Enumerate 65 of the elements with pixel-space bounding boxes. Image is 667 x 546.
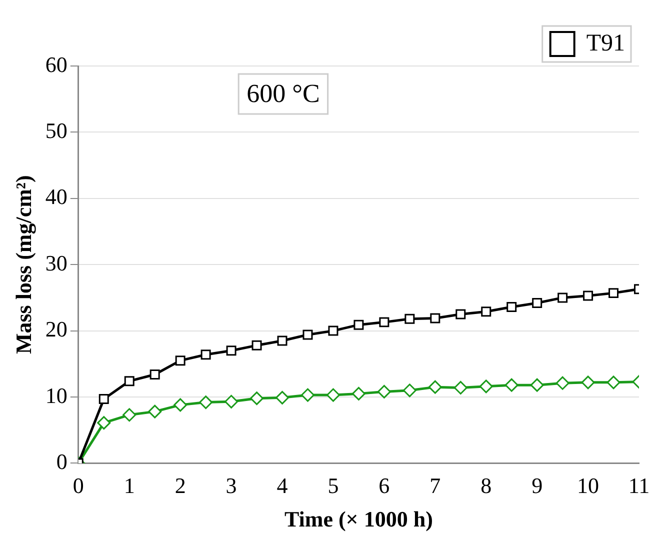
point — [504, 378, 518, 392]
y-tick-label: 10 — [45, 382, 68, 408]
point — [148, 404, 162, 418]
point — [404, 314, 415, 324]
point — [556, 376, 570, 390]
x-tick-label: 1 — [124, 473, 135, 498]
point — [454, 380, 468, 394]
point — [277, 336, 288, 346]
point — [124, 376, 134, 386]
point — [583, 290, 594, 301]
point — [200, 350, 211, 360]
point — [300, 388, 314, 402]
x-tick-label: 3 — [226, 473, 237, 498]
x-tick-label: 10 — [577, 473, 600, 498]
point — [481, 306, 492, 317]
x-axis-title: Time (× 1000 h) — [284, 506, 433, 532]
point — [608, 288, 619, 298]
point — [174, 398, 188, 412]
y-tick-label: 20 — [45, 316, 68, 342]
point — [428, 380, 442, 394]
point — [581, 376, 595, 390]
point — [402, 384, 416, 398]
x-tick-label: 4 — [276, 473, 288, 498]
point — [122, 408, 136, 422]
legend-label: T91 — [586, 30, 626, 56]
point — [530, 378, 544, 392]
y-axis-title: Mass loss (mg/cm²) — [10, 175, 36, 354]
point — [532, 298, 542, 308]
x-tick-label: 6 — [378, 473, 390, 498]
point — [352, 386, 366, 400]
point — [377, 384, 391, 398]
x-tick-label: 7 — [430, 473, 441, 498]
point — [506, 302, 517, 312]
point — [354, 320, 364, 330]
x-tick-label: 2 — [174, 473, 186, 498]
point — [456, 309, 466, 320]
y-tick-label: 50 — [45, 118, 68, 143]
point — [302, 330, 313, 340]
y-tick-label: 40 — [45, 184, 68, 210]
point — [224, 394, 238, 408]
annotation: 600 °C — [246, 78, 320, 108]
point — [326, 388, 340, 402]
y-tick-label: 30 — [45, 250, 68, 276]
x-tick-label: 11 — [628, 473, 650, 498]
point — [226, 346, 236, 356]
point — [97, 416, 111, 430]
y-tick-label: 60 — [45, 52, 68, 77]
point — [199, 396, 213, 410]
point — [150, 370, 160, 380]
point — [606, 376, 620, 390]
point — [250, 392, 264, 406]
point — [430, 313, 440, 324]
x-tick-label: 0 — [72, 473, 84, 498]
point — [175, 356, 186, 366]
point — [328, 326, 338, 336]
point — [558, 292, 568, 303]
point — [479, 380, 493, 394]
point — [98, 394, 109, 404]
x-tick-label: 9 — [532, 473, 543, 498]
x-tick-label: 8 — [480, 473, 492, 498]
x-tick-label: 5 — [328, 473, 339, 498]
point — [252, 340, 262, 350]
point — [276, 390, 290, 404]
point — [379, 317, 390, 328]
y-tick-label: 0 — [56, 448, 68, 474]
